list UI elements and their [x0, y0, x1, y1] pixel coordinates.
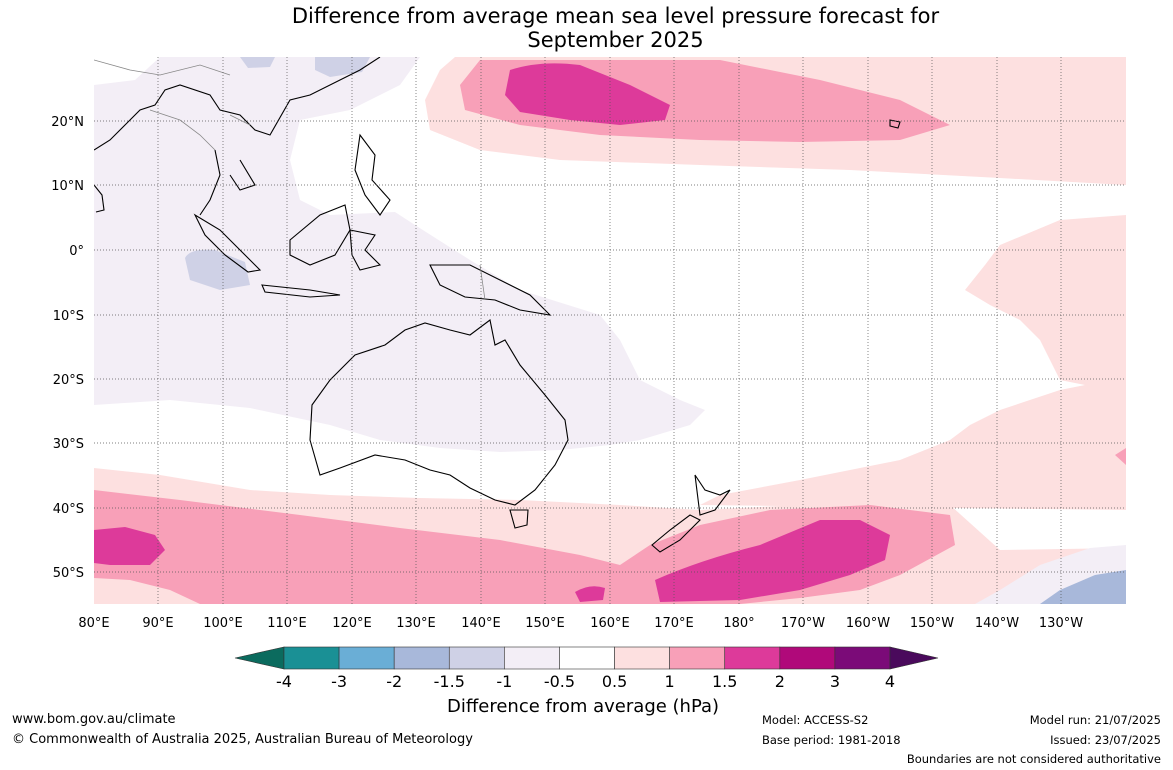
country-borders	[94, 59, 486, 301]
strong-anomaly-core-southwest	[94, 527, 165, 565]
colorbar-label: 0.5	[602, 672, 627, 691]
lon-tick-label: 130°E	[396, 616, 436, 631]
sri-lanka-coastline	[94, 184, 105, 213]
lon-tick-label: 170°E	[654, 616, 694, 631]
negative-anomaly-patch	[240, 57, 275, 68]
strong-anomaly-core-south	[655, 520, 890, 602]
lon-tick-label: 150°W	[910, 616, 954, 631]
colorbar-segment	[393, 646, 450, 670]
lat-tick-label: 10°S	[53, 309, 84, 324]
colorbar-segment	[283, 646, 340, 670]
lat-tick-label: 30°S	[53, 437, 84, 452]
website-text: www.bom.gov.au/climate	[12, 712, 176, 727]
map-title: Difference from average mean sea level p…	[0, 4, 1173, 52]
light-pink-patch-southwest	[94, 578, 200, 604]
colorbar-label: 1.5	[712, 672, 737, 691]
colorbar-label: -1.5	[434, 672, 465, 691]
graticule	[94, 57, 1126, 604]
lon-tick-label: 80°E	[78, 616, 109, 631]
disclaimer-text: Boundaries are not considered authoritat…	[906, 752, 1161, 766]
colorbar-label: -0.5	[544, 672, 575, 691]
colorbar-label: -4	[276, 672, 292, 691]
lon-tick-label: 90°E	[142, 616, 173, 631]
negative-anomaly-corner-core	[1040, 570, 1126, 604]
colorbar-segment	[559, 646, 615, 670]
anomaly-field	[94, 57, 1126, 604]
model-text: Model: ACCESS-S2	[762, 713, 869, 727]
colorbar: -4 -3 -2 -1.5 -1 -0.5 0.5 1 1.5 2 3 4	[234, 646, 939, 691]
lat-tick-label: 20°N	[51, 115, 84, 130]
lon-tick-label: 140°W	[975, 616, 1019, 631]
colorbar-title: Difference from average (hPa)	[447, 696, 720, 717]
lon-tick-label: 140°E	[461, 616, 501, 631]
lon-tick-label: 180°	[723, 616, 754, 631]
colorbar-segment	[779, 646, 836, 670]
latitude-axis: 20°N 10°N 0° 10°S 20°S 30°S 40°S 50°S	[51, 115, 84, 581]
lon-tick-label: 100°E	[203, 616, 243, 631]
colorbar-segment	[724, 646, 781, 670]
base-period-text: Base period: 1981-2018	[762, 733, 901, 747]
lon-tick-label: 120°E	[332, 616, 372, 631]
strong-anomaly-spot	[575, 586, 605, 602]
colorbar-label: 1	[665, 672, 675, 691]
java-coastline	[261, 284, 341, 298]
asia-coastline	[94, 57, 381, 216]
colorbar-label: -3	[331, 672, 347, 691]
lat-tick-label: 10°N	[51, 179, 84, 194]
hawaii-coastline	[889, 119, 901, 129]
strong-anomaly-core-north	[505, 63, 670, 125]
lat-tick-label: 0°	[69, 244, 84, 259]
new-zealand-coastline	[651, 474, 731, 553]
colorbar-label: 4	[885, 672, 895, 691]
lon-tick-label: 160°W	[846, 616, 890, 631]
lon-tick-label: 130°W	[1039, 616, 1083, 631]
colorbar-extend-low	[234, 646, 285, 670]
lon-tick-label: 160°E	[590, 616, 630, 631]
coastlines	[94, 57, 901, 553]
lon-tick-label: 150°E	[525, 616, 565, 631]
tasmania-coastline	[509, 509, 529, 529]
colorbar-extend-high	[889, 646, 939, 670]
australia-coastline	[309, 319, 569, 506]
lat-tick-label: 40°S	[53, 502, 84, 517]
longitude-axis: 80°E 90°E 100°E 110°E 120°E 130°E 140°E …	[78, 616, 1083, 631]
model-run-text: Model run: 21/07/2025	[1029, 713, 1161, 727]
colorbar-segment	[669, 646, 726, 670]
philippines-coastline	[354, 133, 391, 216]
positive-anomaly-edge	[1115, 448, 1126, 465]
copyright-text: © Commonwealth of Australia 2025, Austra…	[12, 732, 473, 747]
colorbar-segment	[448, 646, 505, 670]
negative-anomaly-region	[94, 57, 705, 452]
colorbar-segment	[504, 646, 560, 670]
map-title-line2: September 2025	[527, 28, 704, 52]
positive-anomaly-region-east	[700, 215, 1126, 510]
colorbar-label: 2	[775, 672, 785, 691]
map-title-line1: Difference from average mean sea level p…	[291, 4, 940, 28]
lat-tick-label: 20°S	[53, 373, 84, 388]
issued-text: Issued: 23/07/2025	[1050, 733, 1161, 747]
lon-tick-label: 110°E	[267, 616, 307, 631]
borneo-coastline	[289, 204, 351, 266]
colorbar-segment	[338, 646, 395, 670]
colorbar-label: -1	[496, 672, 512, 691]
lat-tick-label: 50°S	[53, 566, 84, 581]
colorbar-segment	[834, 646, 891, 670]
lon-tick-label: 170°W	[781, 616, 825, 631]
new-guinea-coastline	[429, 264, 552, 316]
colorbar-segment	[614, 646, 670, 670]
colorbar-label: 3	[830, 672, 840, 691]
sumatra-coastline	[193, 213, 262, 273]
colorbar-label: -2	[386, 672, 402, 691]
negative-anomaly-patch	[185, 249, 250, 290]
